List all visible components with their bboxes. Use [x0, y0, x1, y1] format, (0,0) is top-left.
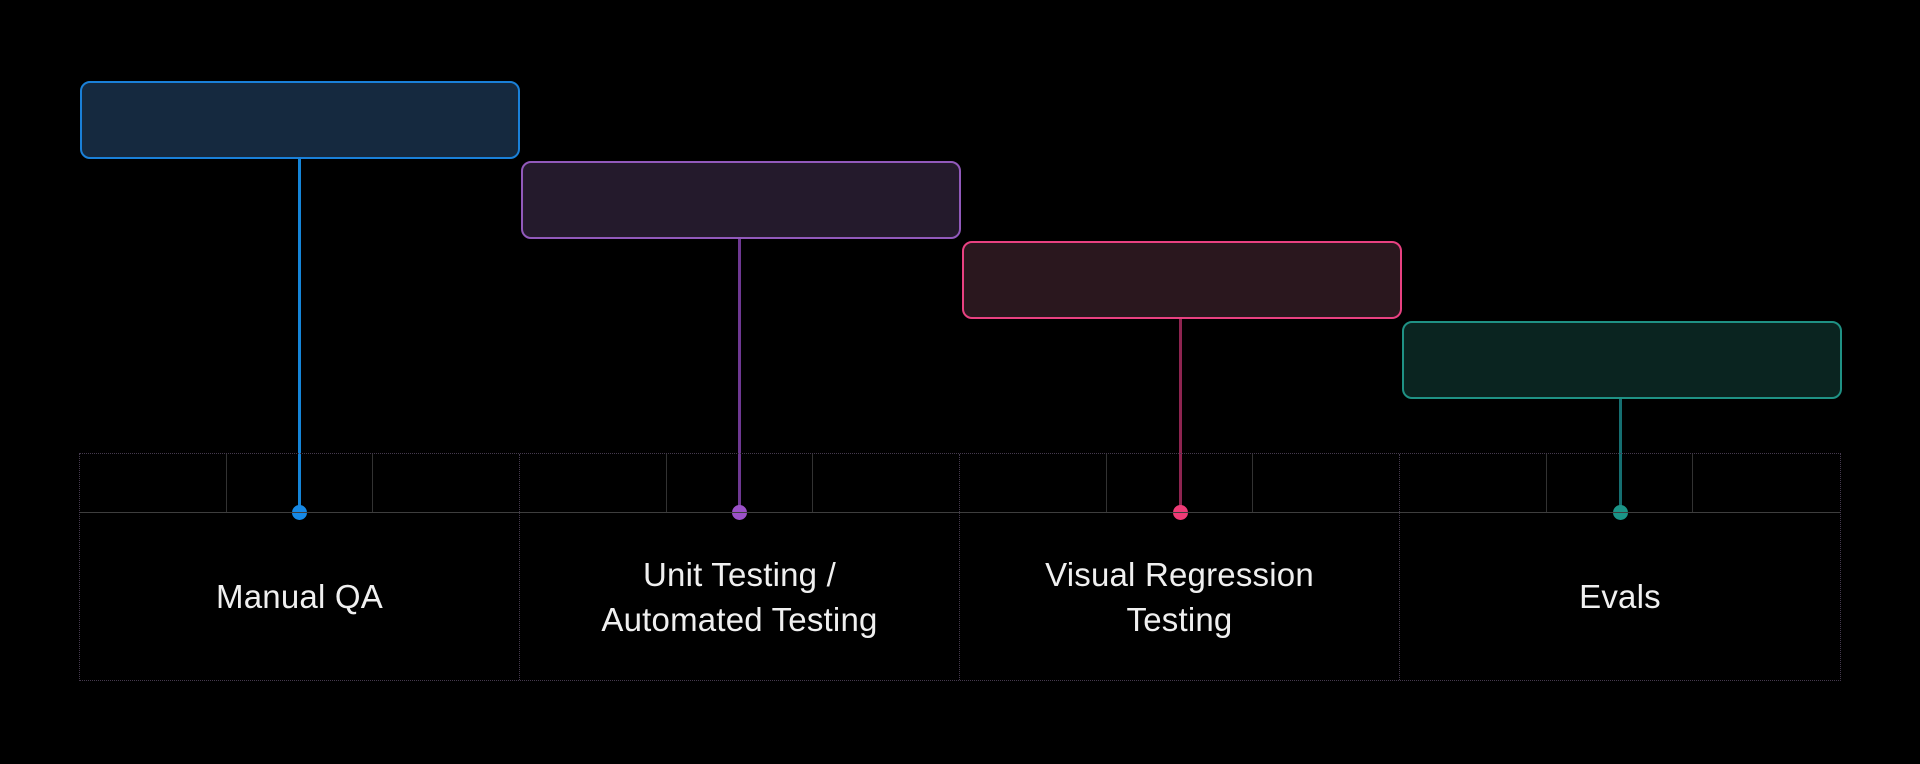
- label-cell-unit-automated-testing: Unit Testing / Automated Testing: [520, 513, 960, 680]
- timeline-table: Manual QA Unit Testing / Automated Testi…: [79, 453, 1841, 681]
- tick-cell: [80, 454, 227, 512]
- column-label: Visual Regression Testing: [1045, 555, 1314, 638]
- column-label: Manual QA: [216, 578, 383, 615]
- unit-automated-testing-bar: [521, 161, 961, 239]
- manual-qa-connector-line: [298, 159, 301, 512]
- tick-cell: [373, 454, 520, 512]
- tick-cell: [1253, 454, 1400, 512]
- tick-cell: [1547, 454, 1694, 512]
- evals-bar: [1402, 321, 1842, 399]
- tick-cell: [1400, 454, 1547, 512]
- column-label: Unit Testing / Automated Testing: [601, 555, 878, 638]
- visual-regression-testing-connector-line: [1179, 319, 1182, 512]
- evals-connector-line: [1619, 399, 1622, 512]
- column-label: Evals: [1579, 578, 1661, 615]
- tick-cell: [667, 454, 814, 512]
- label-cell-evals: Evals: [1400, 513, 1840, 680]
- unit-automated-testing-connector-line: [738, 239, 741, 512]
- visual-regression-testing-bar: [962, 241, 1402, 319]
- tick-cell: [1107, 454, 1254, 512]
- tick-cell: [813, 454, 960, 512]
- manual-qa-bar: [80, 81, 520, 159]
- label-cell-manual-qa: Manual QA: [80, 513, 520, 680]
- tick-cell: [227, 454, 374, 512]
- tick-cell: [960, 454, 1107, 512]
- timeline-tick-row: [80, 454, 1840, 513]
- timeline-label-row: Manual QA Unit Testing / Automated Testi…: [80, 513, 1840, 680]
- label-cell-visual-regression-testing: Visual Regression Testing: [960, 513, 1400, 680]
- tick-cell: [520, 454, 667, 512]
- tick-cell: [1693, 454, 1840, 512]
